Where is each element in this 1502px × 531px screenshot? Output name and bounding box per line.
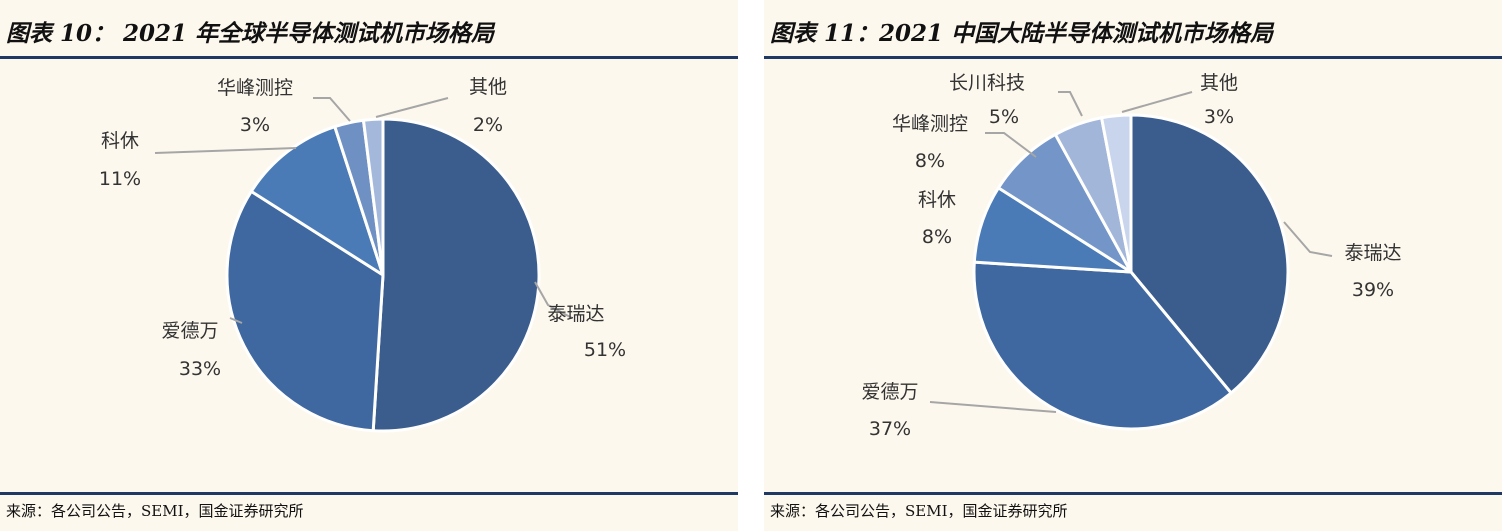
- slice-percent-label: 39%: [1352, 279, 1394, 301]
- slice-label: 其他: [1200, 72, 1238, 94]
- leader-line: [313, 97, 351, 122]
- pie-chart-global: 泰瑞达 51% 爱德万 33% 科休 11% 华峰测控 3% 其他 2%: [99, 76, 626, 433]
- slice-percent-label: 3%: [1204, 106, 1234, 128]
- pie-slice: [1100, 113, 1133, 274]
- leader-line: [534, 281, 573, 319]
- slice-percent-label: 3%: [240, 114, 270, 136]
- slice-label: 爱德万: [161, 320, 218, 342]
- slice-label: 泰瑞达: [547, 303, 604, 325]
- slice-percent-label: 11%: [99, 168, 141, 190]
- leader-line: [929, 401, 1057, 413]
- source-rule: [764, 492, 1502, 495]
- slice-label: 爱德万: [861, 381, 918, 403]
- slice-percent-label: 8%: [922, 226, 952, 248]
- figure-10-panel: 图表 10： 2021 年全球半导体测试机市场格局 泰瑞达 51% 爱德万 33% 科休…: [0, 0, 738, 531]
- figure-title: 图表 10： 2021 年全球半导体测试机市场格局: [6, 20, 495, 47]
- slice-label: 科休: [101, 130, 139, 152]
- slice-label: 科休: [918, 189, 956, 211]
- pie-slice: [371, 117, 541, 433]
- pie-slice: [249, 125, 385, 277]
- slice-percent-label: 33%: [179, 358, 221, 380]
- pie-slice: [1129, 113, 1290, 395]
- figure-title: 图表 11：2021 中国大陆半导体测试机市场格局: [770, 20, 1274, 47]
- slice-percent-label: 5%: [989, 106, 1019, 128]
- slice-percent-label: 51%: [584, 339, 626, 361]
- figure-11-panel: 图表 11：2021 中国大陆半导体测试机市场格局 泰瑞达 39% 爱德万 37% 科休…: [764, 0, 1502, 531]
- title-rule: [764, 56, 1502, 59]
- slice-percent-label: 37%: [869, 418, 911, 440]
- figure-source: 来源：各公司公告，SEMI，国金证券研究所: [770, 502, 1068, 520]
- title-rule: [0, 56, 738, 59]
- pie-slice: [972, 260, 1233, 431]
- slice-label: 长川科技: [949, 72, 1025, 94]
- slice-percent-label: 8%: [915, 150, 945, 172]
- source-rule: [0, 492, 738, 495]
- slice-label: 华峰测控: [217, 77, 293, 99]
- slice-label: 其他: [469, 76, 507, 98]
- leader-line: [154, 147, 297, 154]
- leader-line: [229, 317, 243, 324]
- pie-slice: [361, 117, 385, 277]
- figure-source: 来源：各公司公告，SEMI，国金证券研究所: [6, 502, 304, 520]
- leader-line: [985, 132, 1037, 158]
- slice-label: 泰瑞达: [1344, 242, 1401, 264]
- leader-line: [1058, 91, 1083, 117]
- leader-line: [1283, 221, 1333, 257]
- leader-line: [1121, 91, 1193, 113]
- slice-label: 华峰测控: [892, 113, 968, 135]
- slice-percent-label: 2%: [473, 114, 503, 136]
- pie-chart-china: 泰瑞达 39% 爱德万 37% 科休 8% 华峰测控 8% 长川科技 5% 其他 3%: [861, 72, 1401, 440]
- leader-line: [375, 97, 449, 118]
